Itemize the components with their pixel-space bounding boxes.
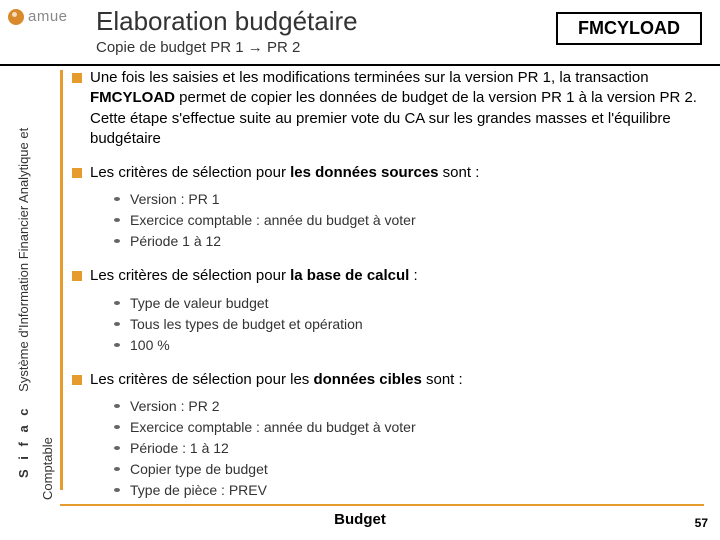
lead-pre: Les critères de sélection pour — [90, 164, 290, 181]
list-item-text: Exercice comptable : année du budget à v… — [130, 417, 416, 438]
list-item: Période : 1 à 12 — [114, 438, 704, 459]
header: Elaboration budgétaire Copie de budget P… — [0, 0, 720, 60]
list-item-text: Version : PR 2 — [130, 396, 220, 417]
list-item: Version : PR 2 — [114, 396, 704, 417]
content: Une fois les saisies et les modification… — [72, 68, 704, 515]
section-lead: Les critères de sélection pour les donné… — [72, 163, 704, 183]
list-item-text: Période 1 à 12 — [130, 231, 221, 252]
sub-list: Version : PR 2Exercice comptable : année… — [114, 396, 704, 501]
intro-block: Une fois les saisies et les modification… — [72, 68, 704, 149]
intro-p2: permet de copier les données de budget d… — [175, 89, 697, 106]
title-badge: FMCYLOAD — [556, 12, 702, 45]
intro-bold: FMCYLOAD — [90, 89, 175, 106]
bullet-square-icon — [72, 375, 82, 385]
section-lead-text: Les critères de sélection pour les donné… — [90, 163, 479, 183]
section-lead-text: Les critères de sélection pour la base d… — [90, 266, 418, 286]
section-lead: Les critères de sélection pour les donné… — [72, 370, 704, 390]
list-item: Copier type de budget — [114, 459, 704, 480]
list-item: Tous les types de budget et opération — [114, 314, 704, 335]
section-block: Les critères de sélection pour les donné… — [72, 370, 704, 501]
lead-bold: les données sources — [290, 164, 438, 181]
list-item: Type de valeur budget — [114, 293, 704, 314]
list-item-text: Tous les types de budget et opération — [130, 314, 363, 335]
lead-pre: Les critères de sélection pour les — [90, 371, 313, 388]
sub-list: Type de valeur budgetTous les types de b… — [114, 293, 704, 356]
bullet-dot-icon — [114, 239, 120, 243]
bullet-dot-icon — [114, 301, 120, 305]
section-block: Les critères de sélection pour la base d… — [72, 266, 704, 355]
bullet-square-icon — [72, 168, 82, 178]
list-item-text: Copier type de budget — [130, 459, 268, 480]
bullet-dot-icon — [114, 218, 120, 222]
lead-bold: la base de calcul — [290, 267, 409, 284]
list-item-text: Type de pièce : PREV — [130, 480, 267, 501]
bullet-dot-icon — [114, 343, 120, 347]
section-block: Les critères de sélection pour les donné… — [72, 163, 704, 252]
bullet-dot-icon — [114, 446, 120, 450]
bullet-square-icon — [72, 271, 82, 281]
vertical-accent — [60, 70, 63, 490]
lead-post: sont : — [422, 371, 463, 388]
bullet-dot-icon — [114, 488, 120, 492]
list-item: Période 1 à 12 — [114, 231, 704, 252]
bullet-square-icon — [72, 73, 82, 83]
list-item-text: Type de valeur budget — [130, 293, 269, 314]
header-rule — [0, 64, 720, 66]
intro-text: Une fois les saisies et les modification… — [90, 68, 704, 149]
side-brand: S i f a c — [16, 405, 31, 478]
list-item: 100 % — [114, 335, 704, 356]
lead-post: : — [409, 267, 417, 284]
side-label: S i f a c Système d'Information Financie… — [16, 128, 31, 478]
bullet-dot-icon — [114, 467, 120, 471]
bullet-dot-icon — [114, 197, 120, 201]
bullet-dot-icon — [114, 322, 120, 326]
list-item-text: Exercice comptable : année du budget à v… — [130, 210, 416, 231]
intro-p1: Une fois les saisies et les modification… — [90, 69, 649, 86]
side-desc2: Comptable — [40, 437, 55, 500]
bullet-dot-icon — [114, 425, 120, 429]
sub-list: Version : PR 1Exercice comptable : année… — [114, 189, 704, 252]
footer-label: Budget — [0, 511, 720, 528]
list-item-text: Période : 1 à 12 — [130, 438, 229, 459]
list-item-text: 100 % — [130, 335, 170, 356]
list-item: Type de pièce : PREV — [114, 480, 704, 501]
list-item: Exercice comptable : année du budget à v… — [114, 417, 704, 438]
intro-lead: Une fois les saisies et les modification… — [72, 68, 704, 149]
lead-pre: Les critères de sélection pour — [90, 267, 290, 284]
list-item-text: Version : PR 1 — [130, 189, 220, 210]
slide: amue Elaboration budgétaire Copie de bud… — [0, 0, 720, 540]
bullet-dot-icon — [114, 404, 120, 408]
lead-bold: données cibles — [313, 371, 421, 388]
footer-rule — [60, 504, 704, 506]
list-item: Exercice comptable : année du budget à v… — [114, 210, 704, 231]
lead-post: sont : — [439, 164, 480, 181]
page-number: 57 — [695, 516, 708, 530]
side-desc1: Système d'Information Financier Analytiq… — [16, 128, 31, 392]
section-lead-text: Les critères de sélection pour les donné… — [90, 370, 463, 390]
section-lead: Les critères de sélection pour la base d… — [72, 266, 704, 286]
list-item: Version : PR 1 — [114, 189, 704, 210]
intro-p3: Cette étape s'effectue suite au premier … — [90, 110, 671, 147]
